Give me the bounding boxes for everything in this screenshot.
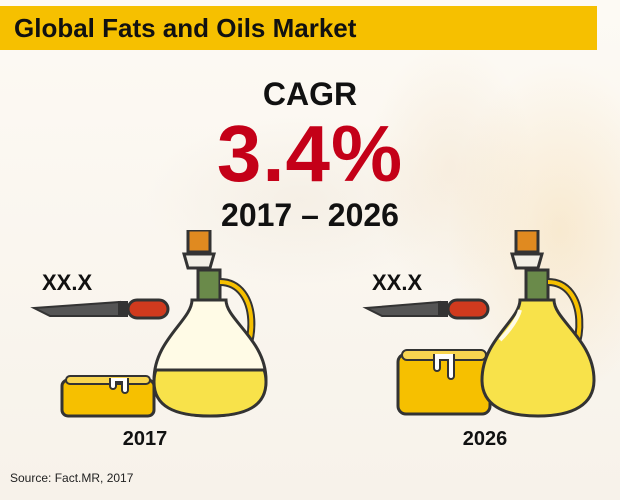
illustration-2017: XX.X: [20, 230, 280, 420]
year-label-2026: 2026: [462, 428, 508, 450]
cagr-value: 3.4%: [216, 109, 404, 198]
cagr-label: CAGR: [262, 76, 358, 112]
butter-icon: [60, 375, 156, 418]
oil-jug-icon: [480, 230, 596, 418]
illustration-2026: XX.X: [350, 230, 610, 420]
source-note: Source: Fact.MR, 2017: [10, 471, 134, 485]
oil-jug-icon: [152, 230, 268, 418]
page-title: Global Fats and Oils Market: [14, 12, 357, 43]
cagr-period: 2017 – 2026: [221, 197, 399, 233]
butter-icon: [396, 349, 492, 416]
knife-icon: [30, 298, 170, 320]
value-2026: XX.X: [372, 270, 423, 295]
title-bar: Global Fats and Oils Market: [0, 6, 597, 50]
illustration-art: [30, 230, 268, 418]
year-label-2017: 2017: [122, 428, 168, 450]
knife-icon: [362, 298, 490, 320]
illustration-art: [362, 230, 596, 418]
value-2017: XX.X: [42, 270, 93, 295]
